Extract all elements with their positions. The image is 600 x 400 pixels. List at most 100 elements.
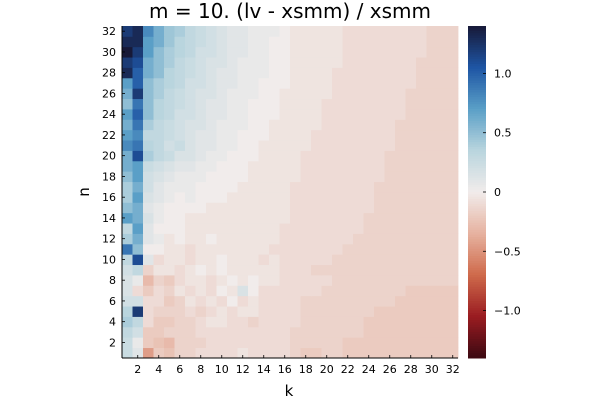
heatmap-cell [290, 264, 301, 276]
y-tick-label: 28 [102, 67, 116, 80]
heatmap-cell [153, 150, 165, 162]
chart-title: m = 10. (lv - xsmm) / xsmm [149, 0, 431, 23]
heatmap-cell [426, 192, 438, 203]
heatmap-cell [269, 109, 280, 120]
heatmap-cell [132, 67, 144, 79]
colorbar-segment [468, 301, 486, 304]
heatmap-cell [447, 202, 459, 214]
heatmap-cell [164, 171, 175, 183]
heatmap-cell [279, 254, 291, 266]
colorbar-segment [468, 101, 486, 105]
heatmap-cell [237, 109, 249, 120]
x-tick-label: 12 [236, 363, 250, 376]
x-tick-label: 28 [404, 363, 418, 376]
colorbar-segment [468, 142, 486, 146]
heatmap-cell [405, 36, 417, 48]
heatmap-cell [416, 119, 427, 131]
heatmap-cell [143, 109, 154, 120]
heatmap-cell [258, 306, 270, 317]
heatmap-cell [195, 109, 207, 120]
heatmap-cell [363, 46, 375, 58]
heatmap-cell [384, 223, 396, 234]
heatmap-cell [174, 129, 186, 141]
heatmap-cell [342, 243, 354, 255]
heatmap-cell [164, 77, 175, 89]
heatmap-cell [321, 119, 333, 131]
heatmap-cell [384, 306, 396, 317]
heatmap-cell [164, 275, 175, 286]
heatmap-cell [437, 306, 448, 317]
heatmap-cell [342, 140, 354, 151]
heatmap-cell [227, 275, 238, 286]
heatmap-cell [153, 36, 165, 48]
heatmap-cell [132, 223, 144, 234]
heatmap-cell [216, 181, 228, 193]
heatmap-cell [342, 57, 354, 68]
heatmap-cell [258, 160, 270, 172]
x-tick-label: 22 [341, 363, 355, 376]
heatmap-cell [216, 109, 228, 120]
colorbar-segment [468, 341, 486, 345]
heatmap-cell [437, 192, 448, 203]
heatmap-cell [426, 233, 438, 245]
heatmap-cell [311, 109, 322, 120]
heatmap-cell [248, 212, 259, 224]
colorbar-segment [468, 265, 486, 269]
heatmap-cell [395, 88, 406, 100]
x-tick-label: 32 [446, 363, 460, 376]
heatmap-cell [206, 347, 217, 359]
heatmap-cell [300, 243, 312, 255]
heatmap-cell [384, 26, 396, 37]
heatmap-cell [185, 295, 196, 307]
heatmap-cell [122, 181, 133, 193]
heatmap-cell [311, 275, 322, 286]
heatmap-cell [405, 171, 417, 183]
colorbar-segment [468, 350, 486, 354]
heatmap-cell [216, 129, 228, 141]
heatmap-cell [395, 46, 406, 58]
heatmap-cell [132, 264, 144, 276]
heatmap-cell [206, 140, 217, 151]
heatmap-cell [416, 326, 427, 338]
heatmap-cell [185, 316, 196, 328]
heatmap-cell [447, 129, 459, 141]
heatmap-cell [395, 275, 406, 286]
colorbar-segment [468, 353, 486, 357]
x-tick-label: 14 [257, 363, 271, 376]
heatmap-cell [143, 254, 154, 266]
heatmap-cell [216, 171, 228, 183]
heatmap-cell [174, 150, 186, 162]
heatmap-cell [227, 285, 238, 297]
heatmap-cell [395, 109, 406, 120]
colorbar-segment [468, 244, 486, 248]
heatmap-cell [374, 326, 385, 338]
heatmap-cell [143, 150, 154, 162]
heatmap-cell [426, 181, 438, 193]
heatmap-cell [258, 243, 270, 255]
heatmap-cell [164, 36, 175, 48]
heatmap-cell [216, 285, 228, 297]
heatmap-cell [132, 212, 144, 224]
heatmap-cell [258, 181, 270, 193]
heatmap-cell [269, 202, 280, 214]
heatmap-cell [311, 192, 322, 203]
heatmap-cell [122, 119, 133, 131]
colorbar-segment [468, 42, 486, 46]
heatmap-cell [290, 275, 301, 286]
colorbar-segment [468, 127, 486, 131]
heatmap-cell [426, 129, 438, 141]
heatmap-cell [374, 171, 385, 183]
heatmap-cell [374, 129, 385, 141]
heatmap-cell [384, 275, 396, 286]
heatmap-cell [321, 275, 333, 286]
heatmap-cell [132, 243, 144, 255]
heatmap-cell [447, 306, 459, 317]
heatmap-cell [227, 233, 238, 245]
heatmap-cell [395, 26, 406, 37]
heatmap-cell [216, 347, 228, 359]
heatmap-cell [258, 26, 270, 37]
heatmap-cell [122, 192, 133, 203]
heatmap-cell [279, 57, 291, 68]
heatmap-cell [374, 88, 385, 100]
